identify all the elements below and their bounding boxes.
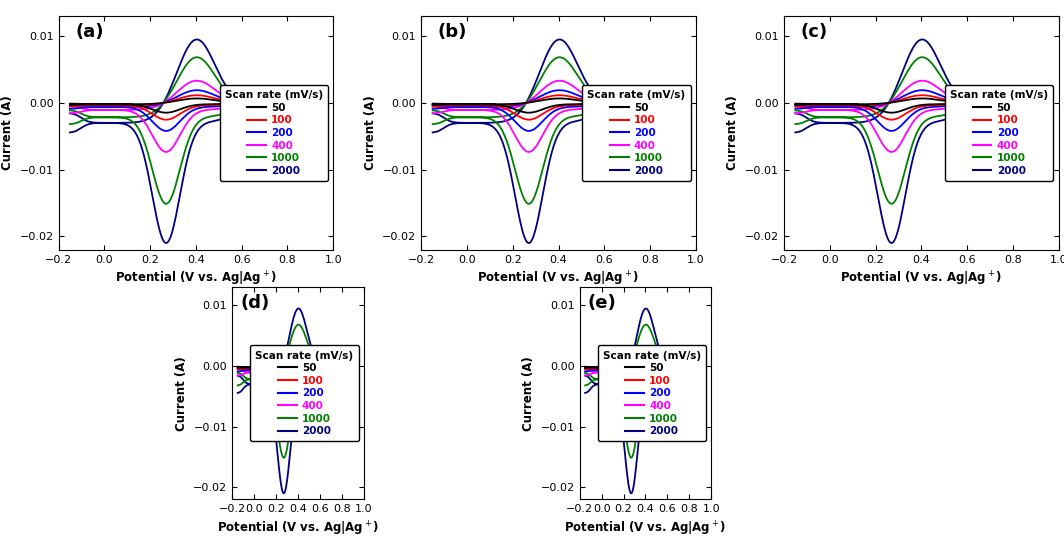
Y-axis label: Current (A): Current (A)	[364, 96, 377, 170]
Legend: 50, 100, 200, 400, 1000, 2000: 50, 100, 200, 400, 1000, 2000	[219, 85, 328, 181]
Legend: 50, 100, 200, 400, 1000, 2000: 50, 100, 200, 400, 1000, 2000	[945, 85, 1053, 181]
Text: (d): (d)	[240, 294, 269, 311]
Y-axis label: Current (A): Current (A)	[1, 96, 14, 170]
Text: (e): (e)	[587, 294, 616, 311]
X-axis label: Potential (V vs. Ag|Ag$^+$): Potential (V vs. Ag|Ag$^+$)	[841, 270, 1002, 288]
Text: (b): (b)	[437, 23, 467, 41]
X-axis label: Potential (V vs. Ag|Ag$^+$): Potential (V vs. Ag|Ag$^+$)	[115, 270, 277, 288]
Legend: 50, 100, 200, 400, 1000, 2000: 50, 100, 200, 400, 1000, 2000	[598, 345, 706, 441]
Text: (a): (a)	[74, 23, 103, 41]
X-axis label: Potential (V vs. Ag|Ag$^+$): Potential (V vs. Ag|Ag$^+$)	[564, 520, 727, 537]
X-axis label: Potential (V vs. Ag|Ag$^+$): Potential (V vs. Ag|Ag$^+$)	[478, 270, 639, 288]
Y-axis label: Current (A): Current (A)	[522, 356, 535, 431]
X-axis label: Potential (V vs. Ag|Ag$^+$): Potential (V vs. Ag|Ag$^+$)	[217, 520, 379, 537]
Y-axis label: Current (A): Current (A)	[727, 96, 739, 170]
Legend: 50, 100, 200, 400, 1000, 2000: 50, 100, 200, 400, 1000, 2000	[250, 345, 359, 441]
Legend: 50, 100, 200, 400, 1000, 2000: 50, 100, 200, 400, 1000, 2000	[582, 85, 691, 181]
Text: (c): (c)	[800, 23, 828, 41]
Y-axis label: Current (A): Current (A)	[174, 356, 187, 431]
